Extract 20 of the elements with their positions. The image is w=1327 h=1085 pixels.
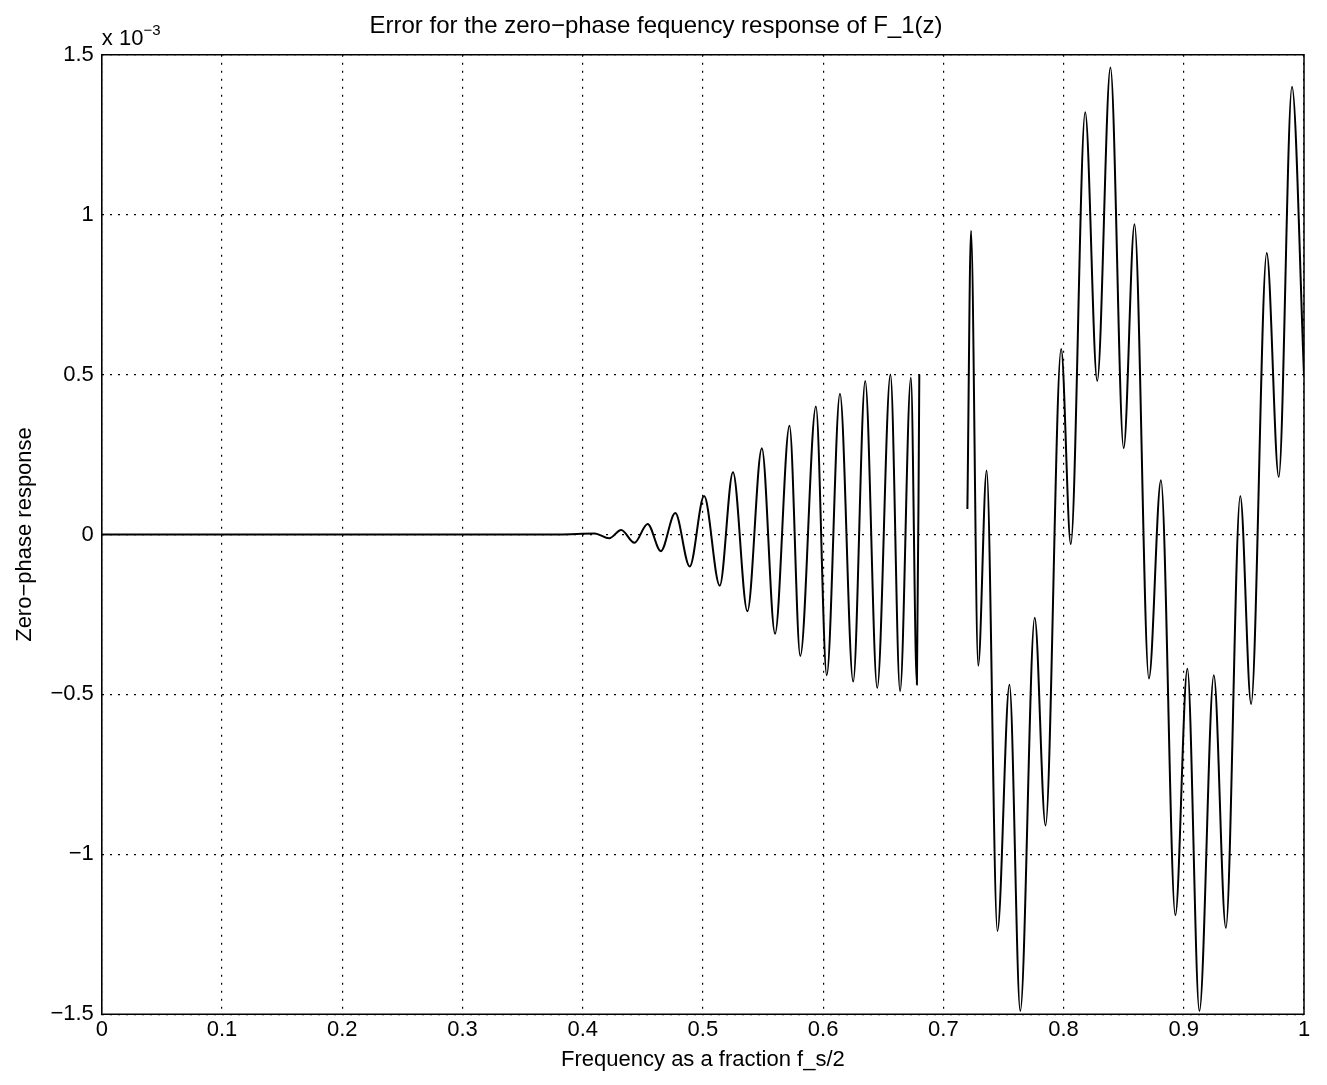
x-tick-label: 0.8 [1048,1016,1079,1042]
x-tick-label: 0.1 [206,1016,238,1042]
y-axis-title: Zero−phase response [11,427,37,642]
y-tick-label: 0 [81,520,94,546]
y-tick-label: 0.5 [63,360,94,386]
y-tick-label: −0.5 [50,680,94,706]
x-tick-label: 1 [1297,1016,1311,1042]
x-tick-label: 0.3 [447,1016,478,1042]
y-tick-label: −1 [68,840,94,866]
x-tick-label: 0.4 [567,1016,598,1042]
x-tick-label: 0.2 [326,1016,358,1042]
y-tick-label: 1 [81,200,94,226]
chart-title: Error for the zero−phase fequency response of F_1(z) [369,11,943,39]
x-tick-label: 0.7 [928,1016,959,1042]
x-axis-title: Frequency as a fraction f_s/2 [561,1045,845,1071]
x-tick-label: 0.9 [1168,1016,1200,1042]
y-tick-label: −1.5 [50,1000,94,1026]
x-tick-label: 0.6 [807,1016,839,1042]
y-tick-label: 1.5 [63,40,94,66]
x-tick-label: 0.5 [687,1016,719,1042]
